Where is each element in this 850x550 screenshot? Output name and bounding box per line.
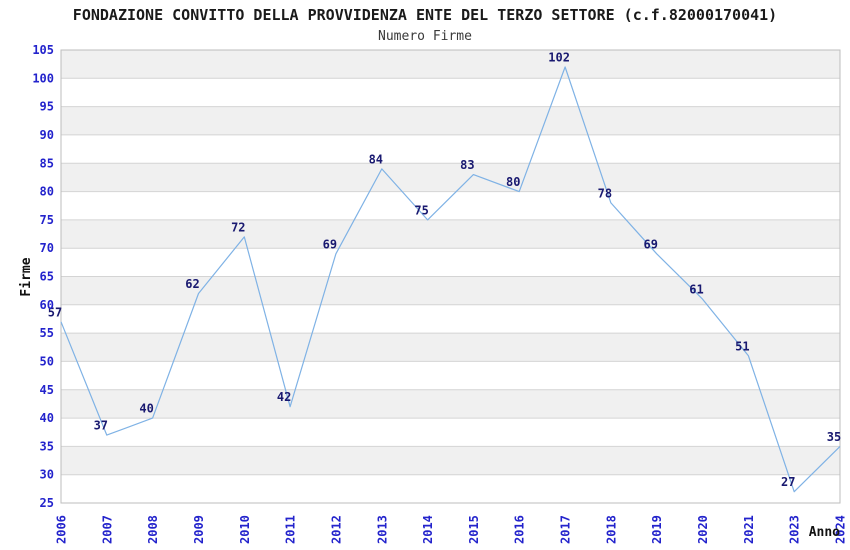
x-tick-label: 2020 — [696, 515, 710, 544]
y-axis-tick-labels: 25 30 35 40 45 50 55 60 65 70 75 80 85 90 95 100 105 — [32, 43, 54, 510]
data-point-label: 72 — [231, 220, 245, 234]
data-point-label: 35 — [827, 430, 841, 444]
x-tick-label: 2006 — [55, 515, 69, 544]
chart-title: FONDAZIONE CONVITTO DELLA PROVVIDENZA EN… — [73, 6, 777, 24]
data-point-labels: 57 37 40 62 72 42 69 84 75 83 80 102 78 69 61 51 27 35 — [48, 51, 841, 490]
data-line — [60, 66, 841, 493]
y-tick-label: 75 — [40, 213, 54, 227]
data-point-label: 69 — [643, 237, 657, 251]
x-tick-label: 2021 — [742, 515, 756, 544]
x-tick-label: 2009 — [192, 515, 206, 544]
data-point-label: 75 — [414, 203, 428, 217]
data-point-label: 61 — [689, 283, 703, 297]
data-point-label: 102 — [548, 51, 570, 65]
chart-subtitle: Numero Firme — [378, 29, 472, 44]
y-tick-label: 85 — [40, 156, 54, 170]
x-tick-label: 2015 — [467, 515, 481, 544]
grid-band — [61, 389, 840, 419]
y-tick-label: 80 — [40, 185, 54, 199]
x-tick-label: 2012 — [329, 515, 343, 544]
y-tick-label: 35 — [40, 439, 54, 453]
plot-bands — [61, 50, 840, 475]
y-tick-label: 65 — [40, 270, 54, 284]
data-point-label: 80 — [506, 175, 520, 189]
y-tick-label: 90 — [40, 128, 54, 142]
data-point-label: 57 — [48, 305, 62, 319]
data-point-label: 27 — [781, 475, 795, 489]
data-point-label: 42 — [277, 390, 291, 404]
grid-band — [61, 163, 840, 192]
x-tick-label: 2010 — [238, 515, 252, 544]
y-tick-label: 60 — [40, 298, 54, 312]
x-tick-label: 2014 — [421, 515, 435, 544]
y-tick-label: 25 — [40, 496, 54, 510]
x-tick-label: 2016 — [513, 515, 527, 544]
grid-band — [61, 446, 840, 475]
grid-band — [61, 333, 840, 362]
grid-band — [61, 276, 840, 305]
plot-border — [60, 49, 841, 504]
x-axis-title: Anno — [809, 525, 840, 540]
y-tick-label: 45 — [40, 383, 54, 397]
x-tick-label: 2017 — [559, 515, 573, 544]
x-tick-label: 2024 — [834, 515, 848, 544]
y-tick-label: 50 — [40, 354, 54, 368]
data-point-label: 83 — [460, 158, 474, 172]
grid-band — [61, 106, 840, 135]
y-axis-title: Firme — [19, 257, 34, 296]
x-tick-label: 2008 — [146, 515, 160, 544]
x-tick-label: 2018 — [604, 515, 618, 544]
y-tick-label: 100 — [32, 71, 54, 85]
data-point-label: 62 — [185, 277, 199, 291]
x-tick-label: 2013 — [375, 515, 389, 544]
x-axis-tick-labels: 2006 2007 2008 2009 2010 2011 2012 2013 2014 2015… — [55, 515, 848, 544]
data-point-label: 37 — [94, 419, 108, 433]
y-tick-label: 70 — [40, 241, 54, 255]
x-tick-label: 2019 — [650, 515, 664, 544]
grid-band — [61, 50, 840, 79]
data-point-label: 51 — [735, 339, 749, 353]
data-point-label: 40 — [139, 402, 153, 416]
grid-band — [61, 219, 840, 249]
data-point-label: 69 — [323, 237, 337, 251]
x-tick-label: 2007 — [100, 515, 114, 544]
x-tick-label: 2011 — [284, 515, 298, 544]
y-tick-label: 95 — [40, 100, 54, 114]
data-point-label: 84 — [369, 152, 383, 166]
y-tick-label: 55 — [40, 326, 54, 340]
y-tick-label: 105 — [32, 43, 54, 57]
y-tick-label: 40 — [40, 411, 54, 425]
y-tick-label: 30 — [40, 468, 54, 482]
data-point-label: 78 — [598, 186, 612, 200]
x-tick-label: 2023 — [788, 515, 802, 544]
